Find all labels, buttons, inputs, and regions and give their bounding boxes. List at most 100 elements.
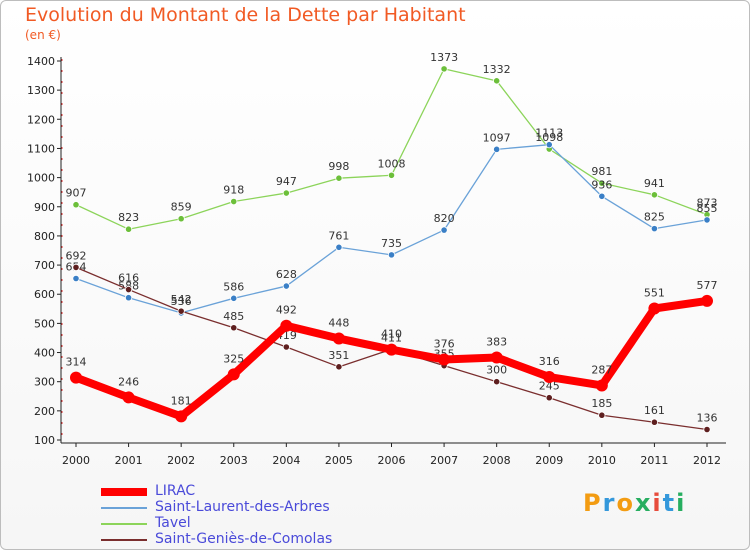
x-tick-label: 2000 (62, 454, 90, 467)
data-point-saint-geni-s-de-comolas (124, 285, 133, 294)
x-tick-label: 2004 (272, 454, 300, 467)
data-label-lirac: 492 (276, 304, 297, 317)
data-point-saint-laurent-des-arbres (650, 225, 659, 233)
y-tick-label: 1200 (27, 113, 55, 126)
x-tick-label: 2003 (220, 454, 248, 467)
x-tick-label: 2006 (378, 454, 406, 467)
data-point-saint-geni-s-de-comolas (545, 394, 553, 402)
logo-letter: t (662, 489, 677, 517)
data-label-tavel: 1008 (378, 157, 406, 170)
data-label-saint-laurent-des-arbres: 586 (223, 280, 244, 293)
data-point-tavel (650, 191, 659, 199)
data-point-lirac (175, 410, 188, 423)
proxiti-logo: Proxiti (583, 489, 686, 517)
data-point-saint-geni-s-de-comolas (72, 263, 80, 272)
data-point-lirac (332, 332, 345, 345)
data-label-saint-geni-s-de-comolas: 692 (66, 249, 87, 262)
data-label-tavel: 1332 (483, 63, 511, 76)
data-label-saint-geni-s-de-comolas: 161 (644, 404, 665, 417)
x-tick-label: 2008 (483, 454, 511, 467)
data-label-saint-geni-s-de-comolas: 542 (171, 293, 192, 306)
data-label-tavel: 941 (644, 177, 665, 190)
data-point-saint-geni-s-de-comolas (598, 411, 606, 419)
data-point-tavel (282, 189, 290, 197)
x-tick-label: 2012 (693, 454, 721, 467)
data-label-lirac: 287 (591, 363, 612, 376)
logo-letter: x (634, 489, 653, 517)
data-point-tavel (493, 77, 501, 85)
chart-unit: (en €) (25, 28, 61, 42)
y-tick-label: 400 (34, 347, 55, 360)
data-label-saint-laurent-des-arbres: 825 (644, 211, 665, 224)
data-label-saint-laurent-des-arbres: 855 (697, 202, 718, 215)
data-point-lirac (438, 353, 451, 366)
y-tick-label: 300 (34, 376, 55, 389)
data-point-saint-laurent-des-arbres (387, 251, 396, 259)
y-tick-label: 800 (34, 230, 55, 243)
data-label-tavel: 823 (118, 211, 139, 224)
data-label-tavel: 947 (276, 175, 297, 188)
y-tick-label: 200 (34, 405, 55, 418)
data-point-saint-geni-s-de-comolas (703, 425, 711, 434)
x-tick-label: 2010 (588, 454, 616, 467)
data-label-tavel: 1098 (535, 131, 563, 144)
data-label-tavel: 873 (697, 197, 718, 210)
data-point-saint-laurent-des-arbres (493, 145, 501, 153)
data-label-lirac: 316 (539, 355, 560, 368)
data-point-tavel (177, 215, 185, 223)
logo-letter: i (652, 489, 663, 517)
data-point-tavel (72, 201, 80, 209)
data-point-lirac (648, 302, 661, 315)
data-point-tavel (335, 174, 343, 182)
data-point-saint-geni-s-de-comolas (493, 378, 501, 386)
logo-letter: P (583, 489, 603, 517)
x-tick-label: 2007 (430, 454, 458, 467)
data-point-lirac (70, 371, 82, 384)
x-tick-label: 2005 (325, 454, 353, 467)
data-label-tavel: 1373 (430, 51, 458, 64)
data-point-lirac (490, 351, 503, 364)
data-point-saint-laurent-des-arbres (335, 243, 343, 251)
data-label-saint-laurent-des-arbres: 536 (171, 295, 192, 308)
data-label-lirac: 410 (381, 328, 402, 341)
data-point-saint-laurent-des-arbres (282, 282, 290, 290)
data-label-saint-geni-s-de-comolas: 300 (486, 364, 507, 377)
logo-letter: i (676, 489, 687, 517)
x-tick-label: 2002 (167, 454, 195, 467)
logo-letter: r (602, 489, 617, 517)
data-label-lirac: 325 (223, 352, 244, 365)
legend-swatch (101, 488, 147, 496)
data-label-saint-geni-s-de-comolas: 136 (697, 412, 718, 425)
data-point-tavel (440, 65, 448, 73)
data-label-lirac: 448 (328, 317, 349, 330)
data-point-tavel (124, 225, 133, 233)
data-point-lirac (122, 391, 135, 404)
logo-letter: o (616, 489, 635, 517)
x-tick-label: 2011 (640, 454, 668, 467)
data-label-lirac: 246 (118, 375, 139, 388)
legend-label: LIRAC (155, 483, 196, 499)
data-label-saint-geni-s-de-comolas: 485 (223, 310, 244, 323)
legend-swatch (101, 523, 147, 525)
data-point-saint-laurent-des-arbres (545, 141, 553, 149)
data-label-saint-laurent-des-arbres: 820 (434, 212, 455, 225)
data-point-tavel (598, 179, 606, 187)
data-label-lirac: 314 (66, 356, 87, 369)
data-point-lirac (595, 379, 608, 392)
data-point-saint-geni-s-de-comolas (230, 324, 238, 332)
data-point-lirac (385, 343, 398, 356)
y-tick-label: 700 (34, 259, 55, 272)
data-label-lirac: 551 (644, 287, 665, 300)
x-tick-label: 2009 (535, 454, 563, 467)
data-point-saint-laurent-des-arbres (598, 192, 606, 200)
legend-label: Tavel (155, 515, 191, 531)
data-point-tavel (387, 171, 396, 179)
y-tick-label: 500 (34, 317, 55, 330)
data-point-saint-geni-s-de-comolas (335, 363, 343, 371)
legend-swatch (101, 507, 147, 509)
data-label-lirac: 181 (171, 394, 192, 407)
data-point-lirac (543, 371, 556, 384)
data-label-saint-laurent-des-arbres: 1097 (483, 131, 511, 144)
data-point-lirac (280, 319, 293, 332)
